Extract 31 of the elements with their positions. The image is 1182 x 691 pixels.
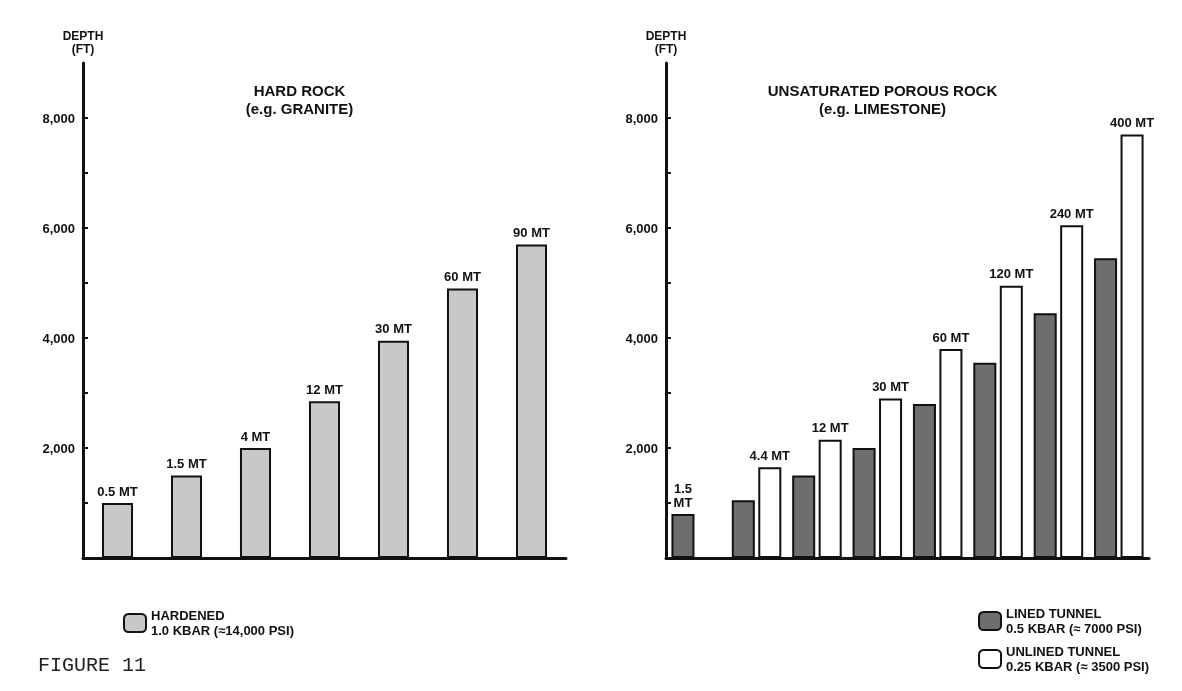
x-tick-label: 90 MT (513, 225, 550, 240)
x-tick-label: 120 MT (989, 266, 1034, 282)
y-tick-label: 6,000 (625, 220, 658, 236)
text: HARD ROCK (e.g. GRANITE) (245, 81, 354, 117)
y-tick-label: 2,000 (625, 440, 658, 456)
y-tick-label: 2,000 (42, 440, 75, 456)
x-tick-label: 4 MT (240, 428, 271, 444)
y-tick-label: 4,000 (42, 330, 75, 346)
x-tick-label: 12 MT (811, 420, 849, 436)
y-tick-label: 6,000 (42, 220, 75, 236)
y-tick-label: 8,000 (42, 110, 75, 126)
legend-label: HARDENED 1.0 KBAR (≈14,000 PSI) (151, 608, 294, 638)
x-tick-label: 30 MT (375, 321, 412, 337)
x-tick-label: 30 MT (872, 379, 910, 394)
y-tick-label: 8,000 (625, 110, 658, 126)
caption: FIGURE 11 (38, 653, 147, 677)
y-axis-title: DEPTH (FT) (62, 28, 104, 56)
x-tick-label: 4.4 MT (749, 447, 791, 463)
x-tick-label: 400 MT (1110, 115, 1155, 130)
x-tick-label: 60 MT (932, 329, 970, 345)
x-tick-label: 0.5 MT (97, 483, 138, 499)
x-tick-label: 12 MT (306, 381, 343, 397)
x-tick-label: 1.5 MT (673, 480, 693, 510)
legend-label: UNLINED TUNNEL 0.25 KBAR (≈ 3500 PSI) (1006, 644, 1149, 674)
x-tick-label: 1.5 MT (166, 456, 207, 471)
x-tick-label: 240 MT (1049, 205, 1094, 221)
y-tick-label: 4,000 (625, 330, 658, 346)
legend-label: LINED TUNNEL 0.5 KBAR (≈ 7000 PSI) (1006, 606, 1142, 636)
y-axis-title: DEPTH (FT) (645, 28, 687, 56)
text: UNSATURATED POROUS ROCK (e.g. LIMESTONE) (767, 81, 998, 117)
x-tick-label: 60 MT (444, 269, 481, 284)
